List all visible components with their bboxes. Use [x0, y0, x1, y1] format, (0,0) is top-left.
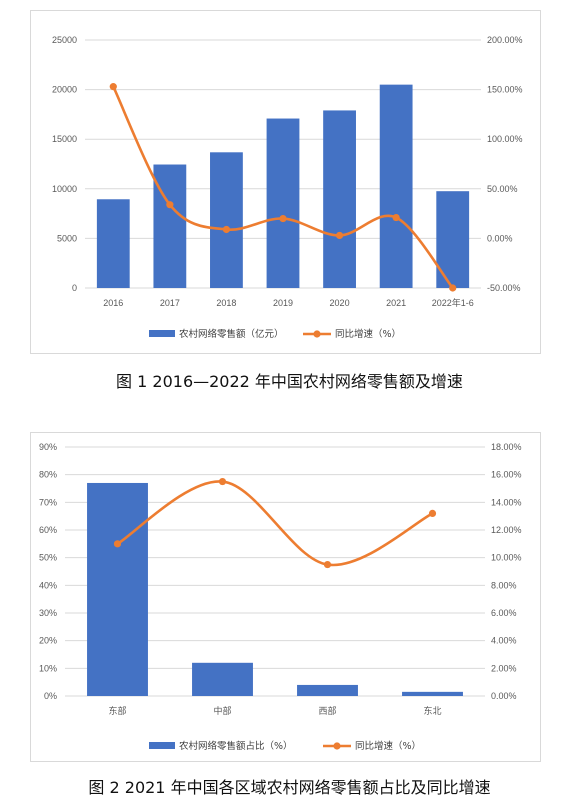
x-tick-label: 2021 [386, 298, 406, 308]
growth-point [323, 560, 332, 569]
growth-point [392, 213, 400, 222]
y-right-tick-label: 2.00% [491, 663, 517, 673]
legend-line-label: 同比增速（%） [355, 740, 421, 752]
figure-1-caption: 图 1 2016—2022 年中国农村网络零售额及增速 [116, 372, 463, 391]
growth-point [279, 214, 287, 223]
y-right-tick-label: 150.00% [487, 85, 523, 95]
y-left-tick-label: 10% [39, 663, 57, 673]
chart-2-panel: 0% 10% 20% 30% 40% 50% 60% 70% 80% 90% 0.00% 2.00% 4… [30, 432, 541, 762]
legend-bar-swatch [149, 330, 175, 337]
growth-point [166, 201, 174, 209]
legend-line-label: 同比增速（%） [335, 328, 401, 340]
y-left-tick-label: 10000 [52, 184, 77, 194]
chart-1-panel: 0 5000 10000 15000 20000 25000 -50.00% 0.00% 50.… [30, 10, 541, 354]
legend-bar-label: 农村网络零售额占比（%） [179, 740, 293, 752]
growth-point [335, 231, 344, 240]
y-right-tick-label: 14.00% [491, 497, 522, 507]
bar [402, 691, 463, 696]
x-tick-label: 中部 [213, 705, 231, 716]
bar [87, 482, 148, 696]
legend-bar-swatch [149, 742, 175, 749]
x-tick-label: 西部 [318, 705, 336, 716]
y-left-tick-label: 70% [39, 497, 57, 507]
legend-line-marker [333, 742, 341, 750]
x-tick-label: 2022年1-6 [432, 297, 474, 308]
growth-point [113, 540, 122, 548]
y-right-tick-label: 0.00% [487, 233, 513, 243]
legend-bar-label: 农村网络零售额（亿元） [179, 328, 284, 340]
y-left-tick-label: 0% [44, 691, 57, 701]
bar [379, 84, 413, 288]
growth-point [218, 477, 227, 486]
y-right-tick-label: 18.00% [491, 442, 522, 452]
y-right-tick-label: 6.00% [491, 608, 517, 618]
bar [323, 110, 356, 288]
growth-point [428, 509, 437, 517]
legend-line-marker [313, 330, 321, 338]
y-right-tick-label: 100.00% [487, 134, 523, 144]
x-tick-label: 2016 [103, 298, 123, 308]
y-right-tick-label: 4.00% [491, 636, 517, 646]
x-tick-label: 2017 [160, 298, 180, 308]
y-right-tick-label: -50.00% [487, 283, 521, 293]
y-right-tick-label: 0.00% [491, 691, 517, 701]
bar [153, 164, 187, 288]
y-left-tick-label: 30% [39, 608, 57, 618]
y-left-tick-label: 50% [39, 553, 57, 563]
growth-point [449, 284, 457, 292]
x-tick-label: 2020 [330, 298, 350, 308]
x-tick-label: 2018 [216, 298, 236, 308]
y-left-tick-label: 15000 [52, 134, 77, 144]
y-left-tick-label: 90% [39, 442, 57, 452]
y-left-tick-label: 80% [39, 470, 57, 480]
growth-line [116, 480, 434, 567]
y-right-tick-label: 50.00% [487, 184, 518, 194]
y-right-tick-label: 200.00% [487, 35, 523, 45]
x-tick-label: 东北 [423, 705, 441, 716]
y-right-tick-label: 16.00% [491, 470, 522, 480]
y-left-tick-label: 20000 [52, 85, 77, 95]
y-right-tick-label: 12.00% [491, 525, 522, 535]
growth-point [222, 225, 231, 234]
y-left-tick-label: 40% [39, 580, 57, 590]
bar [192, 662, 253, 696]
x-tick-label: 2019 [273, 298, 293, 308]
bar [266, 118, 300, 288]
bar [210, 152, 243, 288]
bar [297, 684, 358, 696]
figure-2-caption: 图 2 2021 年中国各区域农村网络零售额占比及同比增速 [88, 778, 491, 797]
y-left-tick-label: 5000 [57, 233, 77, 243]
chart-2-svg: 0% 10% 20% 30% 40% 50% 60% 70% 80% 90% 0.00% 2.00% 4… [39, 442, 522, 752]
growth-point [109, 83, 117, 91]
y-left-tick-label: 25000 [52, 35, 77, 45]
bar [96, 199, 130, 288]
y-left-tick-label: 60% [39, 525, 57, 535]
y-left-tick-label: 20% [39, 636, 57, 646]
x-tick-label: 东部 [108, 705, 126, 716]
y-right-tick-label: 10.00% [491, 553, 522, 563]
y-right-tick-label: 8.00% [491, 580, 517, 590]
chart-1-svg: 0 5000 10000 15000 20000 25000 -50.00% 0.00% 50.… [52, 35, 523, 340]
y-left-tick-label: 0 [72, 283, 77, 293]
